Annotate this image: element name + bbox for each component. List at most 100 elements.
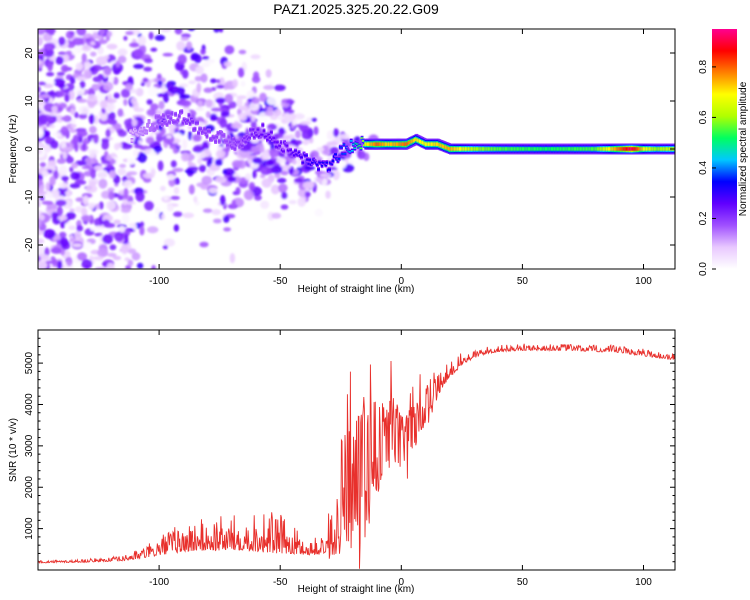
noise-blob [332,170,340,181]
noise-blob [38,238,45,245]
noise-blob [129,42,140,48]
noise-blob [156,73,162,80]
noise-blob [195,107,205,111]
noise-blob [87,202,95,210]
noise-blob [259,92,267,103]
noise-blob [231,160,243,168]
ridge-segment [193,128,197,130]
ridge-segment [349,140,353,142]
noise-blob [62,152,68,160]
noise-blob [267,159,275,167]
noise-blob [224,45,235,55]
noise-blob [145,136,155,144]
noise-blob [99,29,105,36]
noise-blob [192,145,204,153]
noise-blob [251,97,260,104]
noise-blob [151,168,156,176]
noise-blob [78,105,90,115]
noise-blob [41,200,54,205]
ridge-segment [173,121,176,123]
noise-blob [150,103,159,111]
noise-blob [163,92,169,103]
noise-blob [172,147,179,154]
noise-blob [261,178,272,188]
ridge-segment [256,128,260,131]
noise-blob [98,178,108,189]
noise-blob [210,107,223,112]
colorbar-tick-label: 0.0 [698,262,709,276]
noise-blob [205,111,211,119]
spectrogram-frame [37,28,676,270]
noise-blob [109,244,117,251]
noise-blob [181,152,190,162]
noise-blob [123,98,128,106]
noise-blob [137,35,147,46]
noise-blob [227,176,237,183]
noise-blob [223,215,230,223]
noise-blob [277,116,285,121]
colorbar-tick-label: 0.4 [698,161,709,175]
noise-blob [238,49,247,55]
ridge-segment [252,136,256,138]
noise-blob [176,41,186,51]
noise-blob [125,83,133,91]
noise-blob [228,101,237,109]
ridge-segment [351,150,354,152]
colorbar-strip [712,29,737,269]
ridge-segment [250,133,254,136]
noise-blob [178,83,189,88]
y-tick-label: -10 [24,189,35,204]
noise-blob [202,56,210,60]
noise-blob [60,116,71,121]
noise-blob [107,252,117,258]
ridge-segment [202,130,205,133]
noise-blob [136,284,144,291]
noise-blob [162,52,174,57]
noise-blob [76,98,88,103]
noise-blob [38,127,44,139]
noise-blob [112,255,122,261]
noise-blob [131,252,141,261]
noise-blob [74,230,82,240]
ridge-segment [249,129,253,131]
y-tick-label: 5000 [24,352,35,375]
noise-blob [107,187,115,192]
noise-blob [167,204,174,212]
noise-blob [182,212,195,219]
noise-blob [231,122,243,129]
noise-blob [127,259,134,267]
noise-blob [49,112,58,117]
ridge-segment [306,158,309,161]
ridge-segment [147,120,151,123]
ridge-segment [208,130,211,132]
noise-blob [187,131,193,141]
noise-blob [81,259,93,269]
noise-blob [90,227,99,232]
noise-blob [134,11,142,20]
noise-blob [71,162,78,169]
noise-blob [69,128,78,133]
noise-blob [163,195,169,201]
noise-blob [88,113,95,125]
noise-blob [147,226,159,234]
noise-blob [72,134,79,145]
noise-blob [58,51,66,56]
ridge-segment [154,116,158,118]
noise-blob [223,61,232,67]
ridge-segment [315,163,319,166]
noise-blob [253,71,260,80]
ridge-segment [216,132,220,135]
noise-blob [151,264,156,269]
noise-blob [72,37,85,46]
noise-blob [74,111,79,119]
noise-blob [121,88,131,98]
noise-blob [104,222,116,228]
noise-blob [144,201,154,211]
noise-blob [38,97,45,106]
noise-blob [43,42,56,51]
noise-blob [56,115,64,123]
noise-blob [175,126,180,131]
noise-blob [203,87,213,93]
noise-blob [284,112,291,124]
noise-blob [229,253,236,264]
